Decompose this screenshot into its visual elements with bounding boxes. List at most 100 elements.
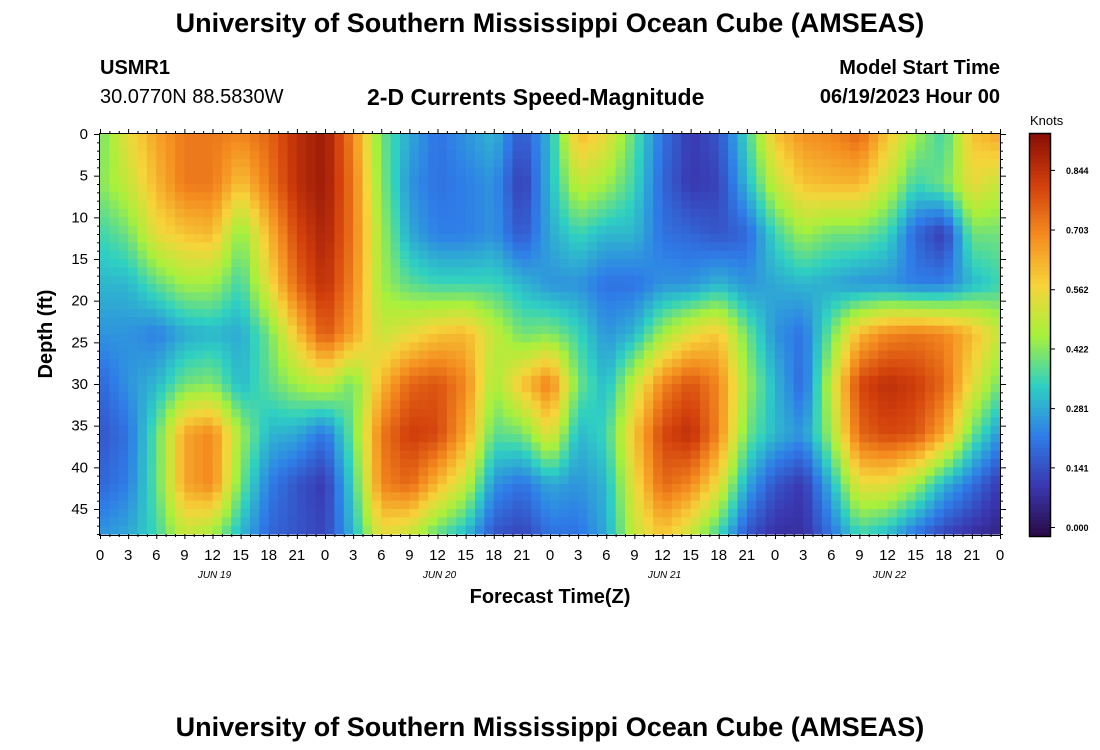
heatmap-cell [371,325,382,335]
heatmap-cell [137,425,148,435]
heatmap-cell [868,384,879,393]
heatmap-cell [334,250,345,260]
heatmap-cell [184,217,195,227]
heatmap-cell [353,200,364,210]
heatmap-cell [465,409,476,418]
heatmap-cell [128,525,139,535]
heatmap-cell [231,159,242,168]
heatmap-cell [296,509,307,518]
heatmap-cell [868,175,879,185]
heatmap-cell [353,317,364,327]
heatmap-cell [925,442,935,452]
heatmap-cell [343,367,354,377]
heatmap-cell [315,484,326,493]
heatmap-cell [990,350,1001,360]
heatmap-cell [400,384,410,393]
heatmap-cell [878,300,889,310]
heatmap-cell [887,342,898,352]
heatmap-cell [587,184,598,193]
heatmap-cell [971,184,982,193]
heatmap-cell [118,175,129,185]
heatmap-cell [606,275,617,285]
heatmap-cell [146,234,157,243]
heatmap-cell [981,300,992,310]
heatmap-cell [690,525,701,535]
heatmap-cell [165,267,176,277]
heatmap-cell [390,150,401,160]
heatmap-cell [165,525,176,535]
heatmap-cell [503,425,514,435]
heatmap-cell [231,317,242,327]
heatmap-cell [681,325,692,335]
heatmap-cell [690,250,701,260]
heatmap-cell [493,317,504,327]
heatmap-cell [587,409,598,418]
heatmap-cell [512,259,523,268]
heatmap-cell [381,334,392,343]
heatmap-cell [446,492,457,502]
heatmap-cell [765,342,776,352]
heatmap-cell [906,409,917,418]
heatmap-cell [268,517,279,527]
heatmap-cell [812,525,823,535]
heatmap-cell [156,525,167,535]
heatmap-cell [296,167,307,177]
heatmap-cell [784,159,795,168]
heatmap-cell [128,459,139,468]
heatmap-cell [278,409,289,418]
heatmap-cell [306,142,317,152]
heatmap-cell [418,500,429,510]
heatmap-cell [915,209,926,218]
heatmap-cell [287,492,298,502]
heatmap-cell [371,484,382,493]
heatmap-cell [859,417,870,427]
heatmap-cell [681,275,692,285]
heatmap-cell [278,342,289,352]
heatmap-cell [718,467,729,477]
x-tick-label: 18 [260,547,277,564]
heatmap-cell [540,525,551,535]
heatmap-cell [259,167,270,177]
heatmap-cell [362,192,373,202]
heatmap-cell [334,275,345,285]
heatmap-cell [118,367,129,377]
heatmap-cell [859,275,870,285]
x-tick-label: 6 [152,547,160,564]
heatmap-cell [868,375,879,385]
heatmap-cell [259,425,270,435]
heatmap-cell [850,300,860,310]
heatmap-cell [653,467,664,477]
heatmap-cell [212,367,223,377]
heatmap-cell [550,392,560,402]
heatmap-cell [784,500,795,510]
heatmap-cell [400,242,410,252]
heatmap-cell [793,142,804,152]
heatmap-cell [334,134,345,143]
heatmap-cell [409,225,420,235]
heatmap-cell [784,134,795,143]
heatmap-cell [287,284,298,293]
heatmap-cell [840,517,851,527]
heatmap-cell [512,292,523,302]
heatmap-cell [221,159,232,168]
heatmap-cell [456,450,467,460]
heatmap-cell [409,492,420,502]
heatmap-cell [690,417,701,427]
heatmap-cell [259,400,270,410]
heatmap-cell [859,292,870,302]
heatmap-cell [653,275,664,285]
heatmap-cell [737,134,748,143]
heatmap-cell [109,509,120,518]
heatmap-cell [625,150,635,160]
heatmap-cell [371,217,382,227]
heatmap-cell [325,167,335,177]
heatmap-cell [456,459,467,468]
heatmap-cell [446,475,457,485]
heatmap-cell [728,309,739,318]
heatmap-cell [915,134,926,143]
heatmap-cell [146,175,157,185]
heatmap-cell [212,467,223,477]
heatmap-cell [587,400,598,410]
heatmap-cell [428,434,439,443]
heatmap-cell [437,192,448,202]
